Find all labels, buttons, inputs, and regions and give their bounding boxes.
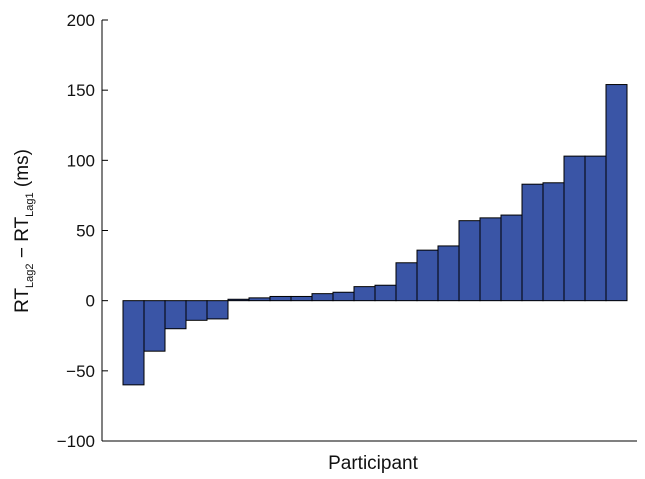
bar-participant-9 <box>290 295 313 302</box>
y-axis-title-unit: (ms) <box>12 149 33 192</box>
y-axis-title: RTLag2 − RTLag1 (ms) <box>12 149 36 313</box>
x-axis-title: Participant <box>328 453 418 474</box>
bar-participant-20 <box>521 183 544 302</box>
bar-participant-23 <box>584 155 607 302</box>
y-ticks-layer: 200 150 100 50 0 −50 −100 <box>57 11 108 451</box>
y-tick-label: 50 <box>76 222 95 241</box>
bar-participant-2 <box>143 300 166 352</box>
bar-participant-13 <box>374 284 397 302</box>
bar-participant-1 <box>122 300 145 386</box>
bar-participant-7 <box>248 297 271 302</box>
y-axis-title-sub2: Lag1 <box>24 192 36 216</box>
bar-participant-4 <box>185 300 208 321</box>
bar-participant-15 <box>416 249 439 302</box>
bar-participant-17 <box>458 220 481 302</box>
y-axis-title-minus: − <box>12 242 33 264</box>
bar-participant-22 <box>563 155 586 302</box>
y-axis-title-sub1: Lag2 <box>24 263 36 287</box>
y-tick-label: 100 <box>67 151 95 170</box>
y-tick-label: 150 <box>67 81 95 100</box>
bar-participant-16 <box>437 245 460 302</box>
bars-layer <box>122 84 628 386</box>
bar-participant-5 <box>206 300 229 320</box>
bar-participant-10 <box>311 293 334 302</box>
bar-participant-14 <box>395 262 418 302</box>
bar-participant-6 <box>227 298 250 302</box>
bar-participant-24 <box>605 84 628 302</box>
y-axis-title-rt1: RT <box>12 288 33 313</box>
bar-participant-8 <box>269 295 292 302</box>
y-tick-label: 200 <box>67 11 95 30</box>
y-tick-label: 0 <box>86 292 95 311</box>
y-axis-title-rt2: RT <box>12 216 33 241</box>
bar-participant-11 <box>332 291 355 302</box>
y-tick-label: −100 <box>57 432 95 451</box>
bar-participant-19 <box>500 214 523 302</box>
bar-participant-21 <box>542 182 565 302</box>
bar-participant-18 <box>479 217 502 302</box>
bar-participant-3 <box>164 300 187 330</box>
bar-participant-12 <box>353 286 376 302</box>
y-tick-label: −50 <box>66 362 95 381</box>
